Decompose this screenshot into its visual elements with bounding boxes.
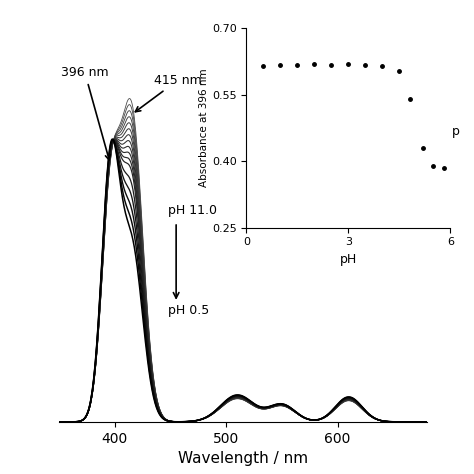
Y-axis label: Absorbance at 396 nm: Absorbance at 396 nm <box>199 69 209 187</box>
Text: pH 11.0: pH 11.0 <box>168 204 218 218</box>
Text: 396 nm: 396 nm <box>61 66 110 160</box>
Text: pH 0.5: pH 0.5 <box>168 304 210 317</box>
X-axis label: pH: pH <box>340 253 357 266</box>
X-axis label: Wavelength / nm: Wavelength / nm <box>178 451 308 466</box>
Text: p: p <box>452 126 460 138</box>
Text: 415 nm: 415 nm <box>136 74 201 112</box>
